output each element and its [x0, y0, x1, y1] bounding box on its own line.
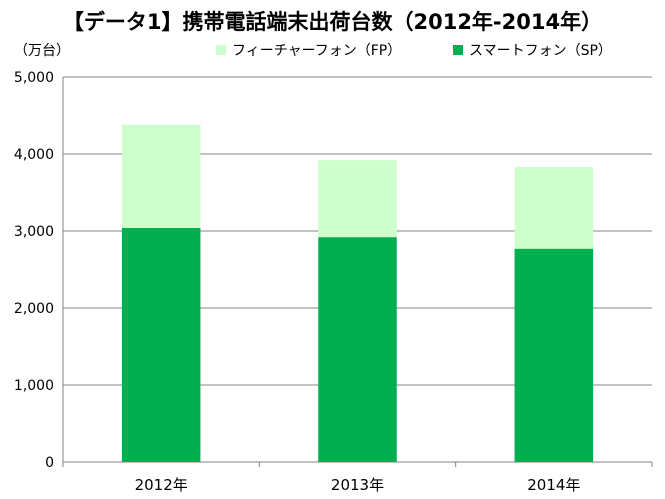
legend-item-feature-phone: フィーチャーフォン（FP）: [216, 40, 401, 60]
legend-swatch-feature-phone: [216, 45, 226, 55]
bar-feature-phone: [121, 124, 201, 228]
y-tick-label: 3,000: [14, 224, 54, 240]
legend-swatch-smartphone: [453, 45, 463, 55]
legend-label-smartphone: スマートフォン（SP）: [469, 43, 612, 59]
legend-item-smartphone: スマートフォン（SP）: [453, 40, 612, 60]
legend-label-feature-phone: フィーチャーフォン（FP）: [232, 43, 402, 59]
y-tick-label: 1,000: [14, 378, 54, 394]
chart-title: 【データ1】携帯電話端末出荷台数（2012年-2014年）: [62, 10, 603, 34]
bar-smartphone: [318, 237, 397, 462]
x-tick-label: 2013年: [331, 476, 384, 494]
bar-feature-phone: [318, 160, 397, 238]
bar-smartphone: [514, 248, 594, 462]
x-tick-label: 2012年: [135, 476, 188, 494]
y-tick-label: 4,000: [14, 147, 54, 163]
bar-smartphone: [121, 227, 201, 462]
x-tick-label: 2014年: [527, 476, 580, 494]
y-axis-unit-label: （万台）: [14, 43, 70, 59]
y-tick-label: 5,000: [14, 70, 54, 86]
bar-feature-phone: [514, 167, 594, 249]
y-tick-label: 2,000: [14, 301, 54, 317]
y-tick-label: 0: [45, 455, 54, 471]
